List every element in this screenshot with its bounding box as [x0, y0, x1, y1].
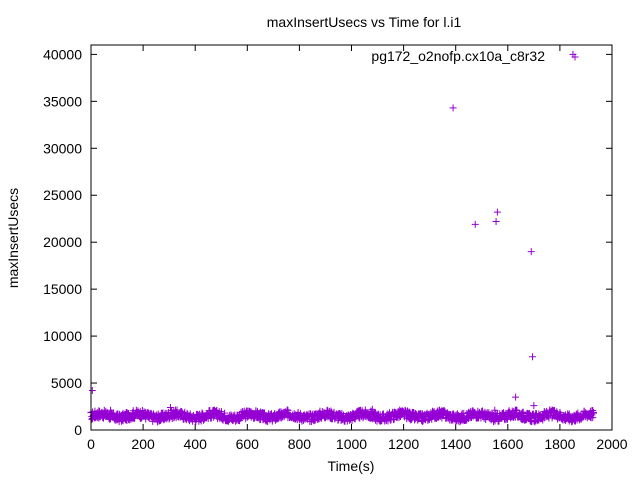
data-point	[589, 414, 597, 422]
data-point	[530, 402, 538, 410]
y-tick-label: 15000	[43, 281, 82, 297]
legend-marker	[571, 53, 579, 61]
plot-frame	[90, 44, 613, 431]
x-axis-label: Time(s)	[328, 458, 375, 474]
data-point	[166, 403, 174, 411]
x-tick-label: 200	[131, 436, 155, 452]
y-tick-label: 35000	[43, 93, 82, 109]
data-point	[494, 416, 502, 424]
data-point	[221, 409, 229, 417]
x-tick-label: 800	[288, 436, 312, 452]
y-tick-label: 0	[74, 422, 82, 438]
x-tick-label: 1400	[440, 436, 471, 452]
data-point	[491, 406, 499, 414]
data-point	[284, 406, 292, 414]
x-tick-label: 2000	[596, 436, 627, 452]
x-tick-label: 600	[236, 436, 260, 452]
legend-label: pg172_o2nofp.cx10a_c8r32	[371, 48, 545, 64]
y-tick-label: 30000	[43, 140, 82, 156]
x-tick-label: 1600	[492, 436, 523, 452]
data-point	[449, 104, 457, 112]
data-point	[368, 405, 376, 413]
data-point	[260, 409, 268, 417]
y-tick-label: 25000	[43, 187, 82, 203]
data-point	[492, 218, 500, 226]
data-point	[519, 408, 527, 416]
y-tick-label: 40000	[43, 46, 82, 62]
x-tick-label: 1800	[544, 436, 575, 452]
data-point	[493, 208, 501, 216]
x-tick-label: 0	[87, 436, 95, 452]
data-point	[518, 409, 526, 417]
x-tick-label: 1200	[388, 436, 419, 452]
data-point	[88, 387, 96, 395]
data-point	[314, 416, 322, 424]
y-tick-label: 5000	[51, 375, 82, 391]
data-point	[471, 220, 479, 228]
data-point	[590, 408, 598, 416]
data-point	[405, 408, 413, 416]
data-point	[107, 406, 115, 414]
data-point	[428, 415, 436, 423]
data-point	[218, 408, 226, 416]
legend: pg172_o2nofp.cx10a_c8r32	[371, 48, 579, 64]
x-tick-label: 400	[184, 436, 208, 452]
data-point	[556, 408, 564, 416]
data-point	[512, 393, 520, 401]
data-point	[527, 248, 535, 256]
data-point	[512, 406, 520, 414]
chart-title: maxInsertUsecs vs Time for l.i1	[267, 14, 462, 30]
y-axis-label: maxInsertUsecs	[5, 188, 21, 288]
x-tick-label: 1000	[336, 436, 367, 452]
y-tick-label: 20000	[43, 234, 82, 250]
y-tick-label: 10000	[43, 328, 82, 344]
data-point	[529, 353, 537, 361]
data-point	[194, 411, 202, 419]
